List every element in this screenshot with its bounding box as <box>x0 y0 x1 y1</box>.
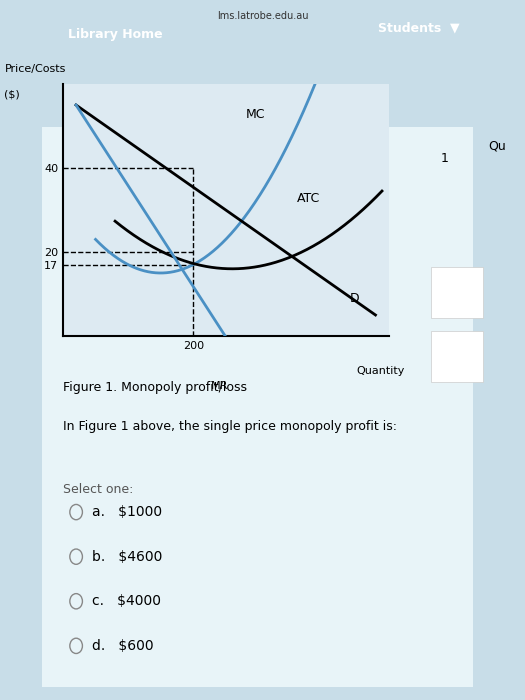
Text: a.   $1000: a. $1000 <box>92 505 162 519</box>
Text: Figure 1. Monopoly profit/loss: Figure 1. Monopoly profit/loss <box>63 382 247 395</box>
Text: MC: MC <box>245 108 265 120</box>
Text: Students  ▼: Students ▼ <box>378 22 459 35</box>
Text: Qu: Qu <box>488 139 506 153</box>
Text: Library Home: Library Home <box>68 28 163 41</box>
Text: c.   $4000: c. $4000 <box>92 594 161 608</box>
Bar <box>42 127 473 687</box>
Text: MR: MR <box>211 382 228 391</box>
Text: ($): ($) <box>4 89 20 99</box>
Text: In Figure 1 above, the single price monopoly profit is:: In Figure 1 above, the single price mono… <box>63 420 397 433</box>
Text: b.   $4600: b. $4600 <box>92 550 162 564</box>
Text: 1: 1 <box>441 152 449 165</box>
Text: d.   $600: d. $600 <box>92 639 153 653</box>
Text: Select one:: Select one: <box>63 484 133 496</box>
Bar <box>430 267 483 318</box>
Text: D: D <box>350 293 359 305</box>
Text: lms.latrobe.edu.au: lms.latrobe.edu.au <box>217 10 308 21</box>
Text: Quantity: Quantity <box>356 366 405 376</box>
Bar <box>430 330 483 382</box>
Text: Price/Costs: Price/Costs <box>4 64 66 74</box>
Text: ATC: ATC <box>297 192 321 204</box>
